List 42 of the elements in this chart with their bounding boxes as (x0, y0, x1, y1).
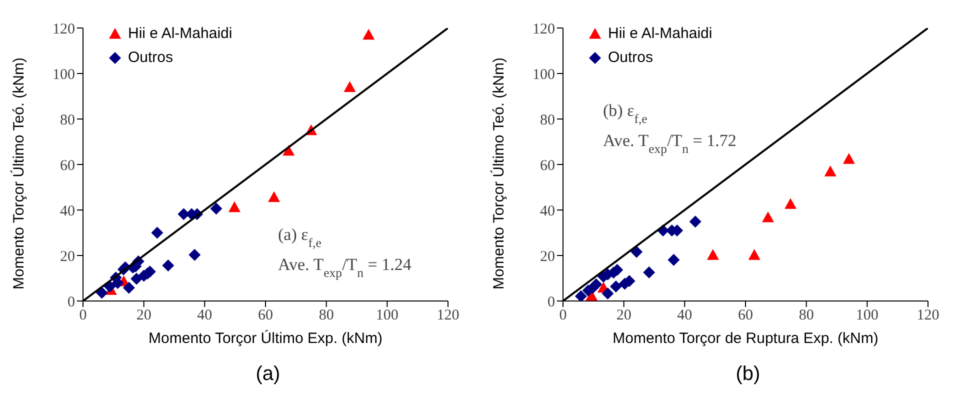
y-axis-title: Momento Torçor Último Teó. (kNm) (9, 57, 28, 290)
x-tick-label: 20 (616, 308, 632, 324)
y-axis-title: Momento Torçor Último Teó. (kNm) (489, 57, 508, 290)
x-axis-title: Momento Torçor Último Exp. (kNm) (148, 329, 382, 347)
y-tick-label: 100 (52, 66, 75, 83)
annotation: Ave. T$_{exp}$/T$_{n}$ = 1.72 (603, 131, 736, 156)
legend-label: Hii e Al-Mahaidi (128, 24, 232, 44)
x-tick-label: 40 (677, 308, 692, 324)
y-tick-label: 100 (532, 66, 555, 83)
y-tick-label: 0 (548, 294, 555, 310)
y-tick-label: 20 (540, 248, 555, 265)
text: (b) (734, 363, 762, 386)
x-tick-label: 40 (197, 308, 212, 324)
legend-label: Outros (608, 48, 654, 68)
x-tick-label: 0 (559, 308, 567, 324)
x-tick-label: 0 (79, 308, 87, 324)
x-tick-label: 60 (258, 308, 273, 324)
y-tick-label: 80 (60, 112, 75, 128)
x-tick-label: 80 (798, 308, 814, 324)
annotation: (a) ε$_{f,e}$ (278, 225, 322, 250)
x-axis-title: Momento Torçor de Ruptura Exp. (kNm) (612, 330, 878, 347)
y-tick-label: 120 (532, 21, 555, 38)
y-tick-label: 60 (540, 158, 555, 174)
x-tick-label: 100 (856, 308, 878, 324)
x-tick-label: 100 (376, 308, 398, 324)
y-tick-label: 0 (68, 294, 75, 310)
x-tick-label: 20 (136, 308, 152, 324)
x-tick-label: 80 (318, 308, 334, 324)
y-tick-label: 120 (52, 21, 75, 38)
annotation: (b) ε$_{f,e}$ (603, 101, 648, 126)
text: (a) (254, 363, 282, 386)
x-tick-label: 120 (436, 308, 460, 324)
legend-label: Hii e Al-Mahaidi (608, 24, 712, 44)
y-tick-label: 40 (540, 203, 555, 220)
x-tick-label: 60 (738, 308, 753, 324)
y-tick-label: 40 (60, 203, 75, 220)
annotation: Ave. T$_{exp}$/T$_{n}$ = 1.24 (278, 255, 412, 280)
y-tick-label: 20 (60, 248, 75, 265)
legend-label: Outros (128, 48, 174, 68)
y-tick-label: 60 (60, 158, 75, 174)
x-tick-label: 120 (916, 308, 940, 324)
y-tick-label: 80 (540, 112, 555, 128)
